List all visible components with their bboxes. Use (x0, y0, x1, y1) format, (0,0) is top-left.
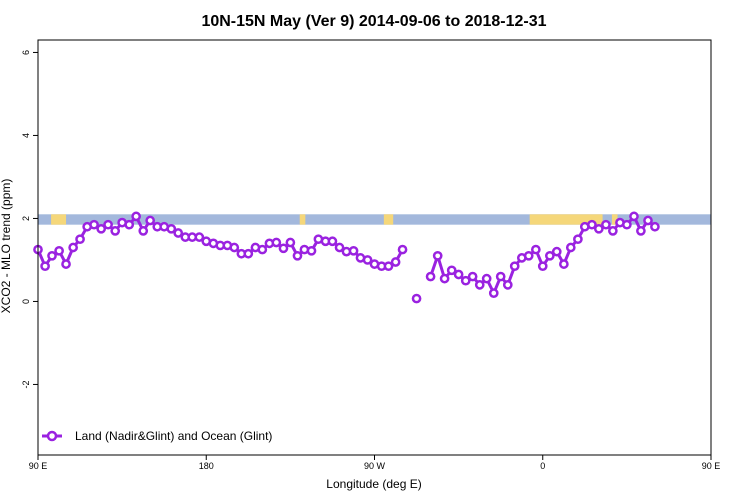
data-point (650, 221, 660, 232)
data-point (362, 255, 373, 265)
data-point (124, 219, 135, 230)
data-point (173, 228, 184, 238)
data-point (75, 234, 85, 245)
data-point (68, 242, 78, 253)
y-tick-label: 6 (21, 50, 31, 55)
legend-label: Land (Nadir&Glint) and Ocean (Glint) (75, 429, 272, 443)
data-point (47, 250, 57, 261)
data-point (545, 250, 555, 261)
data-point (271, 237, 282, 248)
data-point (523, 250, 534, 261)
land-segment (383, 214, 394, 225)
x-tick-label: 90 E (702, 461, 721, 471)
x-axis-label: Longitude (deg E) (326, 477, 421, 491)
data-point (425, 271, 436, 282)
data-point (622, 219, 632, 230)
x-tick-label: 90 W (364, 461, 386, 471)
data-point (327, 236, 338, 247)
data-point (96, 223, 107, 234)
data-point (89, 219, 99, 230)
data-point (138, 226, 149, 236)
y-tick-label: 0 (21, 299, 31, 304)
x-tick-label: 180 (199, 461, 214, 471)
land-segment (51, 214, 67, 225)
x-tick-label: 90 E (29, 461, 48, 471)
data-point (243, 248, 254, 259)
data-point (495, 271, 506, 282)
data-point (467, 271, 478, 282)
data-point (502, 280, 513, 290)
data-point (453, 269, 464, 280)
data-point (636, 226, 646, 236)
data-point (488, 288, 499, 298)
data-point (608, 226, 618, 236)
data-point (601, 219, 611, 230)
data-point (432, 250, 443, 261)
data-point (348, 245, 359, 256)
data-point (460, 275, 471, 286)
data-point (285, 237, 296, 248)
data-point (334, 242, 345, 253)
data-point (257, 244, 268, 255)
y-tick-label: 2 (21, 216, 31, 221)
data-point (537, 261, 548, 272)
data-point (587, 219, 597, 230)
data-point (278, 243, 289, 254)
data-point (551, 246, 562, 257)
data-point (530, 244, 541, 255)
data-point (643, 215, 653, 226)
y-tick-label: -2 (21, 380, 31, 388)
ocean-band (38, 214, 711, 225)
data-point (145, 215, 156, 226)
legend: Land (Nadir&Glint) and Ocean (Glint) (42, 429, 272, 443)
data-point (292, 250, 303, 261)
data-point (306, 245, 317, 256)
data-point (166, 223, 177, 234)
y-axis: -2 0 2 4 6 (21, 50, 38, 388)
data-point (40, 261, 50, 272)
data-point (474, 280, 485, 290)
land-segment (529, 214, 603, 225)
data-point (481, 273, 492, 284)
land-segment (611, 214, 618, 225)
chart-title: 10N-15N May (Ver 9) 2014-09-06 to 2018-1… (201, 13, 546, 30)
data-point (131, 211, 141, 222)
y-axis-label: XCO2 - MLO trend (ppm) (0, 179, 13, 314)
land-segment (299, 214, 306, 225)
data-point (397, 244, 408, 255)
data-point (61, 259, 71, 269)
data-point (194, 232, 205, 242)
data-point (439, 273, 450, 284)
data-point (509, 261, 520, 272)
x-tick-label: 0 (540, 461, 545, 471)
legend-marker (46, 430, 58, 442)
data-point (229, 242, 240, 253)
data-point (103, 219, 113, 230)
x-axis: 90 E 180 90 W 0 90 E (29, 455, 721, 471)
data-point (110, 226, 121, 236)
data-point (383, 261, 394, 272)
data-point (573, 234, 583, 245)
data-point (390, 257, 401, 267)
plot-area (33, 211, 711, 304)
y-tick-label: 4 (21, 133, 31, 138)
data-point (629, 211, 639, 222)
data-point (54, 245, 64, 256)
data-point (565, 242, 576, 253)
data-point (593, 223, 604, 234)
data-point (411, 293, 422, 304)
plot-frame (37, 39, 712, 456)
data-point (446, 265, 457, 276)
data-point (559, 259, 569, 269)
